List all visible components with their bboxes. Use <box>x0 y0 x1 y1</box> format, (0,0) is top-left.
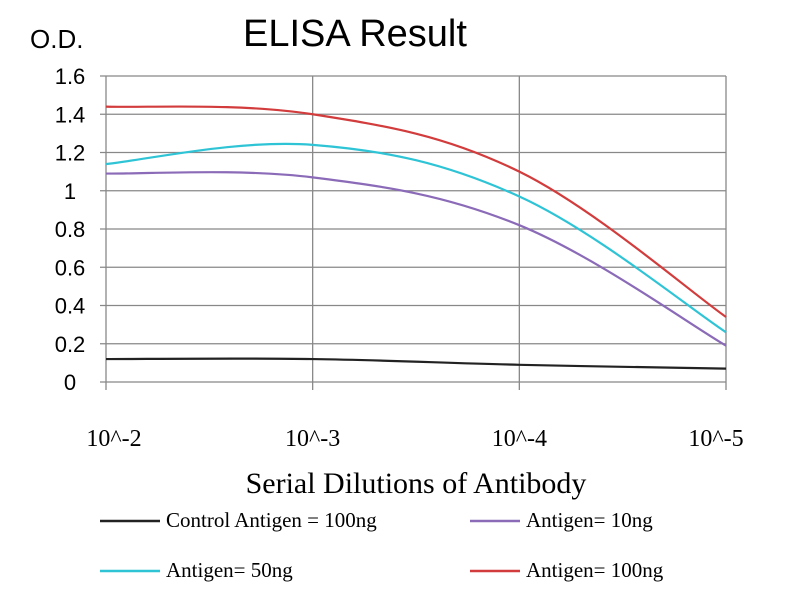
y-tick-label: 0.4 <box>55 294 86 319</box>
x-tick-label: 10^-3 <box>285 426 340 452</box>
y-tick-label: 1.4 <box>55 102 86 127</box>
legend-label: Antigen= 10ng <box>526 508 653 532</box>
y-tick-label: 0.2 <box>55 332 86 357</box>
y-tick-label: 0 <box>64 370 76 395</box>
series-line <box>105 171 727 347</box>
x-tick-label: 10^-5 <box>688 426 743 452</box>
series-line <box>105 357 727 370</box>
x-tick-label: 10^-2 <box>86 426 141 452</box>
legend: Control Antigen = 100ng Antigen= 10ng Anti… <box>100 508 664 582</box>
y-tick-label: 0.8 <box>55 217 86 242</box>
y-tick-label: 1.6 <box>55 64 86 89</box>
x-tick-label: 10^-4 <box>492 426 547 452</box>
y-tick-labels: 0 0.2 0.4 0.6 0.8 1 1.2 1.4 1.6 <box>55 64 86 395</box>
y-axis-label: O.D. <box>30 24 83 54</box>
series-line <box>105 142 727 334</box>
legend-label: Antigen= 50ng <box>166 558 293 582</box>
chart-title: ELISA Result <box>243 13 467 55</box>
y-tick-label: 0.6 <box>55 255 86 280</box>
grid <box>100 75 727 390</box>
series-layer <box>105 105 727 370</box>
x-axis-label: Serial Dilutions of Antibody <box>246 467 587 500</box>
series-line <box>105 105 727 318</box>
legend-label: Antigen= 100ng <box>526 558 664 582</box>
legend-label: Control Antigen = 100ng <box>166 508 377 532</box>
y-tick-label: 1.2 <box>55 141 86 166</box>
x-tick-labels: 10^-2 10^-3 10^-4 10^-5 <box>86 426 743 452</box>
y-tick-label: 1 <box>64 179 76 204</box>
